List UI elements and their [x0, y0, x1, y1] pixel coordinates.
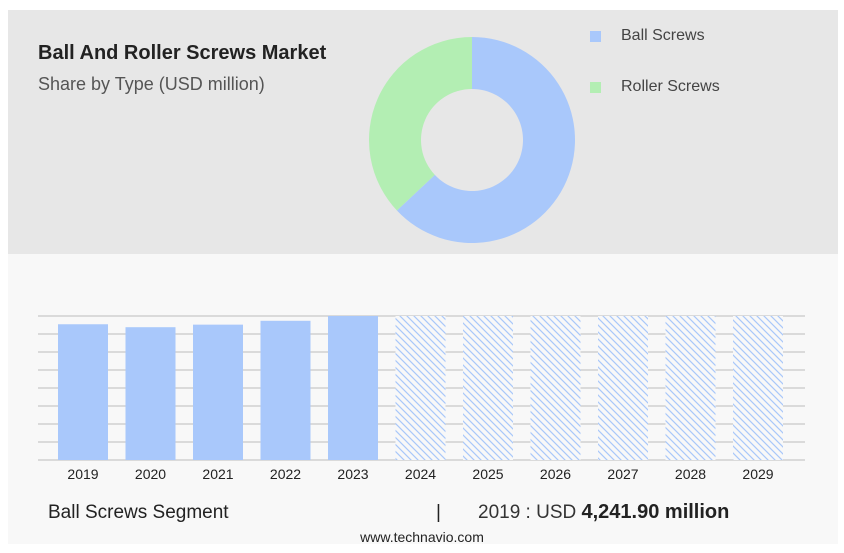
legend-swatch-ball-screws [590, 30, 601, 42]
bar-2020 [125, 327, 176, 460]
bar-2021 [193, 324, 243, 460]
x-tick-2022: 2022 [270, 466, 301, 482]
value-readout: 2019 : USD 4,241.90 million [478, 501, 729, 524]
bar-2027 [598, 316, 648, 460]
donut-slice-roller-screws [369, 37, 472, 211]
legend-swatch-roller-screws [590, 81, 601, 93]
bar-2029 [733, 316, 783, 460]
x-tick-2021: 2021 [202, 466, 233, 482]
x-tick-2026: 2026 [540, 466, 571, 482]
x-tick-2023: 2023 [337, 466, 368, 482]
x-tick-2028: 2028 [675, 466, 706, 482]
x-tick-2024: 2024 [405, 466, 436, 482]
bar-2019 [58, 324, 108, 460]
bar-2025 [463, 316, 513, 460]
x-tick-2020: 2020 [135, 466, 166, 482]
legend-label-ball-screws: Ball Screws [621, 27, 705, 44]
x-tick-2019: 2019 [67, 466, 98, 482]
chart-subtitle: Share by Type (USD million) [38, 74, 265, 94]
bar-chart: 2019 2020 2021 2022 2023 2024 2025 2026 2027 2028… [38, 315, 805, 482]
footer-divider: | [436, 502, 441, 523]
segment-label: Ball Screws Segment [48, 502, 229, 523]
bar-2022 [260, 320, 311, 460]
legend-label-roller-screws: Roller Screws [621, 78, 720, 95]
value-amount: 4,241.90 million [581, 501, 730, 523]
source-credit: www.technavio.com [360, 529, 484, 545]
x-tick-2029: 2029 [742, 466, 773, 482]
value-prefix: 2019 : USD [478, 502, 582, 523]
donut-slice-ball-screws [396, 37, 575, 243]
chart-title: Ball And Roller Screws Market [38, 42, 327, 64]
legend-item-roller-screws: Roller Screws [590, 77, 720, 97]
x-tick-2027: 2027 [607, 466, 638, 482]
donut-chart [369, 37, 575, 243]
bar-2028 [665, 316, 716, 460]
legend-item-ball-screws: Ball Screws [590, 26, 705, 46]
bar-2026 [530, 316, 581, 460]
bar-2023 [328, 316, 378, 460]
bar-2024 [395, 316, 446, 460]
x-tick-2025: 2025 [472, 466, 503, 482]
